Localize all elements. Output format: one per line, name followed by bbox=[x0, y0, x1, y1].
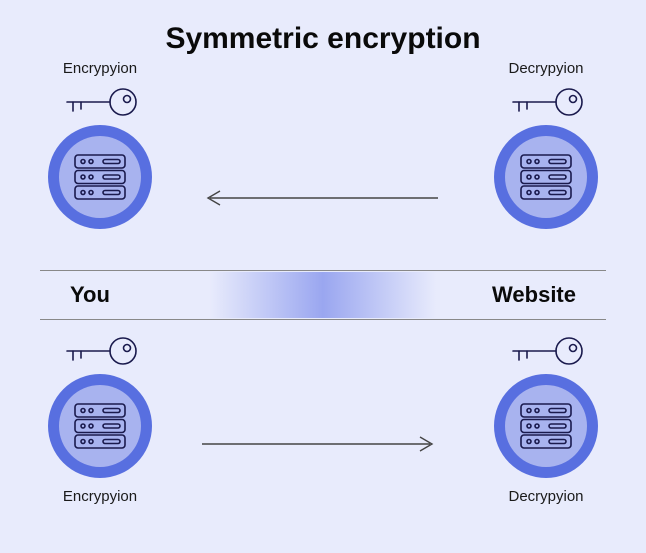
server-circle bbox=[48, 125, 152, 229]
bottom-left-label: Encrypyion bbox=[63, 488, 137, 505]
key-icon bbox=[507, 85, 585, 119]
arrow-right bbox=[200, 434, 440, 454]
key-icon bbox=[61, 334, 139, 368]
top-section: Encrypyion bbox=[0, 60, 646, 270]
top-left-node: Encrypyion bbox=[30, 60, 170, 229]
server-icon bbox=[73, 402, 127, 450]
top-right-label: Decrypyion bbox=[508, 60, 583, 77]
arrow-left bbox=[200, 188, 440, 208]
key-icon bbox=[507, 334, 585, 368]
divider-band: You Website bbox=[40, 270, 606, 320]
server-circle bbox=[494, 374, 598, 478]
bottom-left-node: Encrypyion bbox=[30, 334, 170, 505]
band-right-label: Website bbox=[492, 282, 576, 308]
bottom-section: Encrypyion Decrypyion bbox=[0, 334, 646, 544]
server-circle bbox=[494, 125, 598, 229]
top-left-label: Encrypyion bbox=[63, 60, 137, 77]
server-icon bbox=[519, 153, 573, 201]
server-icon bbox=[519, 402, 573, 450]
band-left-label: You bbox=[70, 282, 110, 308]
bottom-right-node: Decrypyion bbox=[476, 334, 616, 505]
diagram-title: Symmetric encryption bbox=[0, 0, 646, 56]
server-icon bbox=[73, 153, 127, 201]
top-right-node: Decrypyion bbox=[476, 60, 616, 229]
server-circle bbox=[48, 374, 152, 478]
bottom-right-label: Decrypyion bbox=[508, 488, 583, 505]
key-icon bbox=[61, 85, 139, 119]
